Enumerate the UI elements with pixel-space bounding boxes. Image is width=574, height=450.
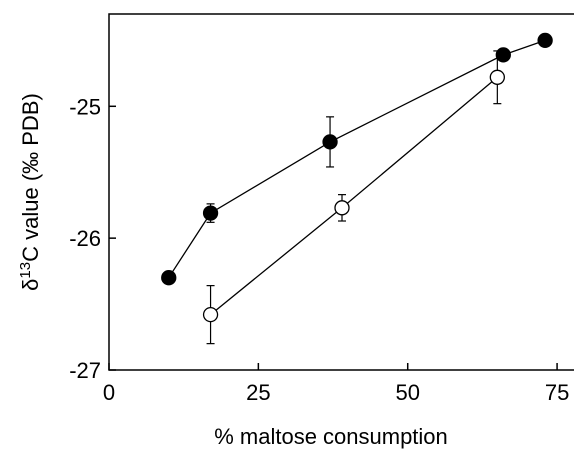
y-tick-label: -25 [69,94,101,119]
x-tick-label: 0 [103,380,115,405]
data-point [202,306,219,323]
y-axis-label-delta: δ [18,279,43,291]
y-axis-label-superscript: 13 [17,262,34,279]
series-2 [202,50,505,345]
y-tick-label: -27 [69,358,101,383]
data-point [495,47,511,63]
data-point [322,134,338,150]
x-axis-ticks: 0 25 50 75 [103,363,569,405]
x-tick-label: 75 [545,380,569,405]
x-axis-label: % maltose consumption [214,424,448,449]
y-axis-label-rest: C value (‰ PDB) [18,93,43,262]
plot-frame [108,13,574,371]
data-point [161,270,177,286]
x-tick-label: 50 [395,380,419,405]
series-1 [161,32,553,286]
data-point [202,205,219,221]
series-line [168,39,546,279]
data-point [537,32,553,49]
data-point [334,200,350,216]
series-line [210,76,498,316]
y-axis-label: δ13C value (‰ PDB) [17,93,43,291]
series-layer [161,32,553,345]
x-tick-label: 25 [246,380,270,405]
y-axis-ticks: -25 -26 -27 [69,94,116,383]
y-tick-label: -26 [69,226,101,251]
data-point [489,69,505,85]
